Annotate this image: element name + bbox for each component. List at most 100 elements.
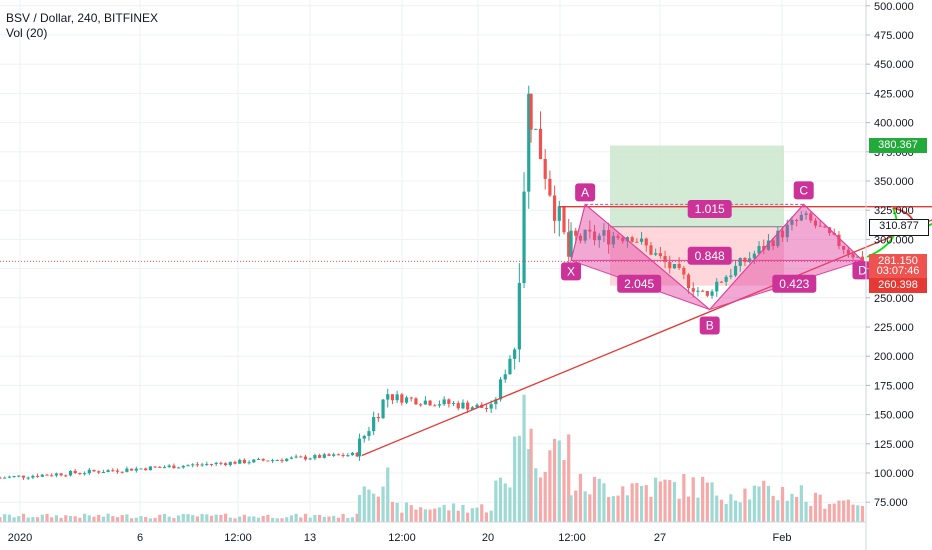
candle-body (588, 229, 592, 232)
candle-body (125, 468, 129, 472)
volume-bar (144, 516, 148, 522)
time-tick-label: 6 (137, 532, 143, 544)
volume-bar (668, 480, 672, 522)
candle-body (475, 404, 479, 408)
candle-body (757, 246, 761, 254)
candle-body (856, 256, 860, 258)
candle-body (621, 237, 625, 242)
price-tick-label: 125.000 (874, 439, 914, 451)
candle-body (705, 290, 709, 296)
candle-body (461, 402, 465, 409)
candle-body (205, 463, 209, 465)
candle-body (498, 379, 503, 400)
volume-bar (162, 513, 167, 522)
volume-bar (106, 513, 110, 522)
candle-body (172, 465, 176, 469)
candle-body (719, 281, 724, 283)
volume-bar (362, 486, 366, 522)
candle-body (409, 397, 413, 399)
volume-bar (327, 516, 331, 522)
candle-body (256, 458, 261, 460)
point-c-box (793, 181, 814, 200)
volume-bar (78, 517, 82, 522)
candle-body (17, 475, 21, 477)
candle-body (299, 456, 303, 458)
candle-body (395, 394, 399, 401)
volume-bar (663, 479, 667, 522)
volume-bar (644, 485, 648, 522)
candle-body (153, 466, 157, 468)
drawing-lines[interactable] (0, 154, 932, 457)
volume-bar (508, 487, 512, 522)
volume-bar (672, 482, 677, 522)
candle-body (404, 397, 409, 403)
price-tick-label: 475.000 (874, 30, 914, 42)
candle-body (837, 234, 841, 247)
volume-bar (186, 514, 190, 522)
candle-body (729, 275, 733, 277)
volume-bar (308, 517, 312, 522)
candle-body (682, 267, 686, 275)
ratio-2-045-box (617, 274, 662, 293)
candle-body (752, 253, 756, 259)
volume-bar (809, 506, 813, 522)
volume-bar (785, 500, 789, 522)
volume-bar (336, 517, 340, 522)
volume-bar (3, 514, 7, 522)
volume-bar (578, 473, 583, 522)
time-tick-label: 27 (654, 532, 666, 544)
time-tick-label: 12:00 (224, 532, 252, 544)
harmonic-pattern[interactable] (570, 203, 864, 311)
candle-body (654, 253, 658, 255)
point-a: A (581, 185, 589, 199)
support-trendline[interactable] (361, 208, 932, 457)
volume-bar (153, 517, 157, 522)
pattern-path[interactable] (570, 203, 863, 311)
volume-bar (12, 517, 16, 522)
volume-bar (762, 480, 766, 522)
candle-body (611, 236, 615, 245)
candle-body (54, 473, 58, 476)
candle-body (574, 230, 578, 236)
point-x: X (567, 264, 575, 278)
candle-body (484, 407, 489, 409)
volume-bar (433, 508, 437, 522)
candle-body (195, 464, 199, 466)
candle-body (341, 455, 345, 457)
volume-bar (350, 517, 355, 522)
volume-bar (423, 509, 427, 522)
ratio-0-848: 0.848 (695, 249, 725, 263)
ratio-0-423: 0.423 (779, 277, 809, 291)
candle-body (362, 435, 366, 439)
candle-body (456, 403, 460, 409)
volume-bar (813, 492, 818, 522)
volume-bar (766, 485, 771, 522)
candle-body (162, 467, 167, 469)
candle-body (318, 455, 322, 458)
candle-body (209, 463, 214, 465)
candle-body (367, 431, 371, 436)
candle-body (790, 220, 794, 225)
volume-bar (724, 503, 728, 522)
price-tick-label: 400.000 (874, 118, 914, 130)
volume-bar (489, 510, 493, 522)
candle-body (139, 468, 143, 470)
volume-bar (139, 516, 143, 522)
volume-bar (252, 516, 256, 522)
volume-bar (799, 485, 803, 522)
candle-body (252, 459, 256, 463)
candle-body (508, 358, 512, 375)
candle-body (823, 226, 827, 228)
candle-body (303, 456, 308, 460)
volume-bar (625, 495, 630, 522)
candle-body (87, 469, 91, 474)
candle-body (451, 403, 456, 405)
volume-bar (275, 518, 279, 522)
candle-body (73, 470, 77, 474)
volume-bar (494, 480, 498, 522)
candle-body (557, 206, 561, 221)
candle-body (578, 235, 583, 241)
candle-body (447, 399, 451, 404)
volume-bar (228, 517, 232, 522)
